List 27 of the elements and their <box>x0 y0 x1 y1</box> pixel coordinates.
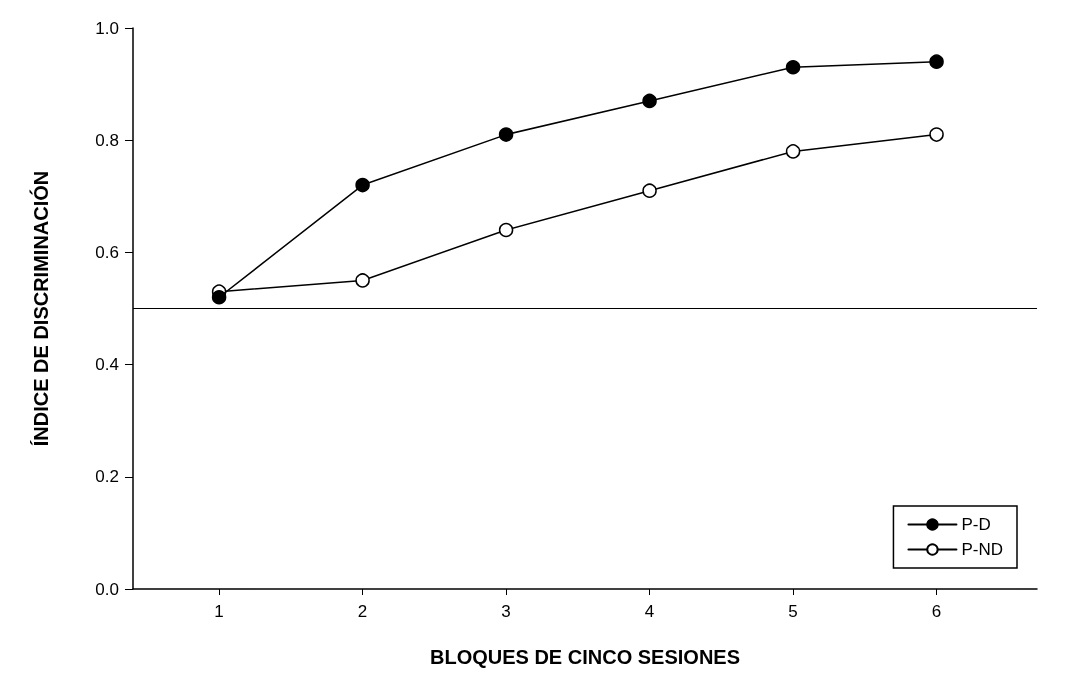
point <box>498 127 514 142</box>
point <box>929 54 944 69</box>
x-tick-label: 5 <box>788 602 798 621</box>
y-tick-label: 0.0 <box>95 579 119 599</box>
y-tick-label: 0.4 <box>95 355 119 375</box>
x-tick-label: 3 <box>501 602 511 621</box>
y-tick-label: 0.2 <box>95 467 119 487</box>
x-tick-label: 4 <box>644 602 655 621</box>
point <box>642 183 657 198</box>
y-tick-label: 1.0 <box>95 18 119 38</box>
point <box>355 177 370 193</box>
y-tick-label: 0.6 <box>95 242 119 262</box>
x-tick-label: 1 <box>214 602 224 621</box>
y-tick-label: 0.8 <box>95 130 119 150</box>
point <box>785 144 801 159</box>
x-tick-label: 2 <box>357 602 368 621</box>
point <box>211 290 227 305</box>
legend-label: P-ND <box>961 540 1004 559</box>
point <box>929 127 944 142</box>
point <box>785 60 801 75</box>
x-tick-label: 6 <box>931 602 942 621</box>
y-axis-title: ÍNDICE DE DISCRIMINACIÓN <box>29 170 52 447</box>
x-axis-title: BLOQUES DE CINCO SESIONES <box>429 646 741 668</box>
point <box>498 222 514 238</box>
point <box>642 93 657 109</box>
legend-label: P-D <box>961 515 991 534</box>
point <box>355 273 370 288</box>
